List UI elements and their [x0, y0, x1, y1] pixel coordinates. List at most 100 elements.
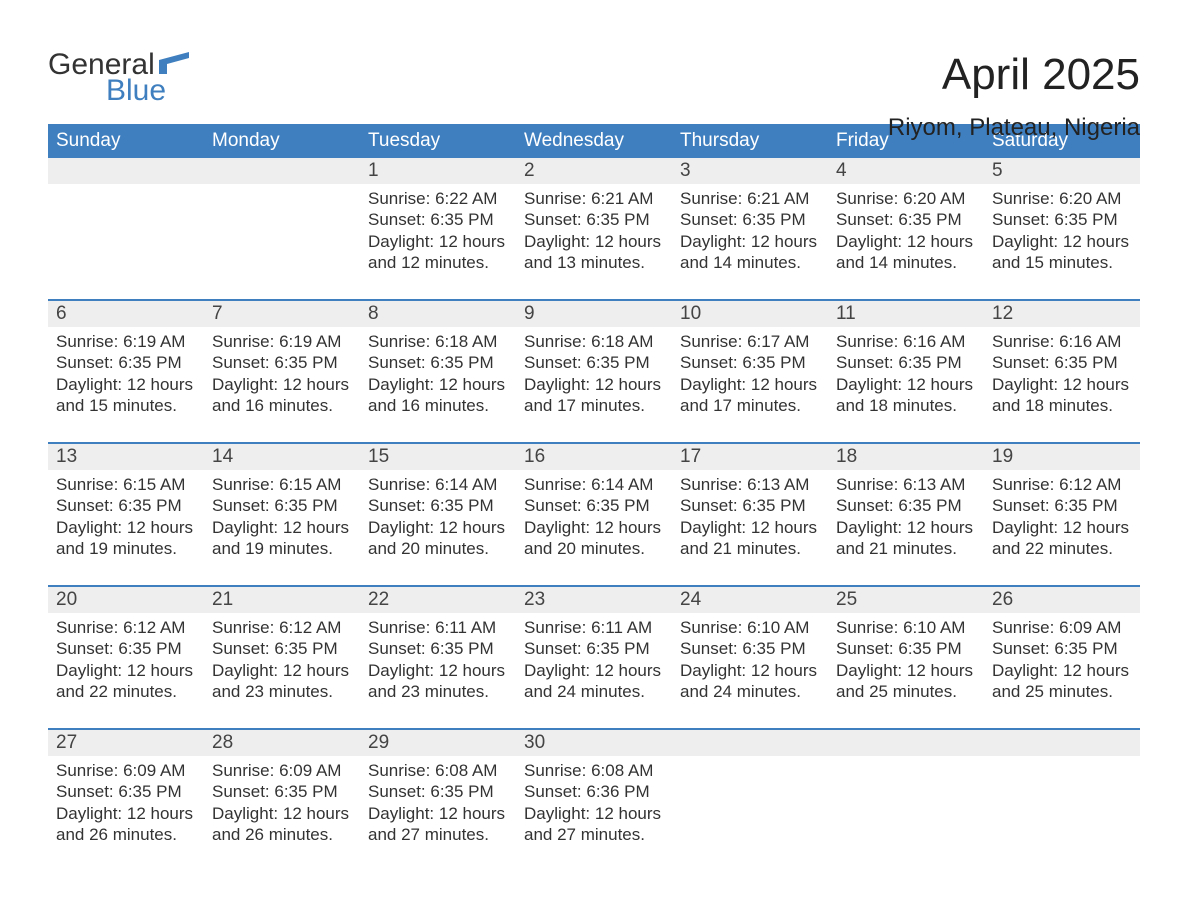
sunset-line: Sunset: 6:35 PM	[992, 495, 1132, 516]
page-title: April 2025	[888, 50, 1140, 100]
day-number-cell: 17	[672, 443, 828, 470]
daylight-line: Daylight: 12 hours and 26 minutes.	[212, 803, 352, 846]
day-body-cell: Sunrise: 6:09 AMSunset: 6:35 PMDaylight:…	[48, 756, 204, 866]
day-number-cell: 24	[672, 586, 828, 613]
daylight-line: Daylight: 12 hours and 16 minutes.	[212, 374, 352, 417]
sunrise-line: Sunrise: 6:12 AM	[992, 474, 1132, 495]
sunrise-line: Sunrise: 6:11 AM	[368, 617, 508, 638]
sunrise-line: Sunrise: 6:21 AM	[680, 188, 820, 209]
day-body-cell: Sunrise: 6:18 AMSunset: 6:35 PMDaylight:…	[516, 327, 672, 443]
sunrise-line: Sunrise: 6:19 AM	[212, 331, 352, 352]
day-body-cell: Sunrise: 6:12 AMSunset: 6:35 PMDaylight:…	[48, 613, 204, 729]
day-body-row: Sunrise: 6:22 AMSunset: 6:35 PMDaylight:…	[48, 184, 1140, 300]
day-body-cell: Sunrise: 6:13 AMSunset: 6:35 PMDaylight:…	[828, 470, 984, 586]
daylight-line: Daylight: 12 hours and 27 minutes.	[524, 803, 664, 846]
day-number-cell: 5	[984, 158, 1140, 184]
sunrise-line: Sunrise: 6:11 AM	[524, 617, 664, 638]
sunset-line: Sunset: 6:35 PM	[368, 638, 508, 659]
daylight-line: Daylight: 12 hours and 21 minutes.	[836, 517, 976, 560]
sunset-line: Sunset: 6:35 PM	[56, 495, 196, 516]
sunset-line: Sunset: 6:35 PM	[368, 209, 508, 230]
day-number-cell: 23	[516, 586, 672, 613]
daylight-line: Daylight: 12 hours and 25 minutes.	[992, 660, 1132, 703]
day-body-cell: Sunrise: 6:20 AMSunset: 6:35 PMDaylight:…	[828, 184, 984, 300]
daylight-line: Daylight: 12 hours and 27 minutes.	[368, 803, 508, 846]
sunset-line: Sunset: 6:35 PM	[680, 495, 820, 516]
sunrise-line: Sunrise: 6:21 AM	[524, 188, 664, 209]
day-number-cell: 21	[204, 586, 360, 613]
sunset-line: Sunset: 6:35 PM	[992, 209, 1132, 230]
daylight-line: Daylight: 12 hours and 14 minutes.	[680, 231, 820, 274]
daylight-line: Daylight: 12 hours and 15 minutes.	[56, 374, 196, 417]
sunset-line: Sunset: 6:35 PM	[212, 638, 352, 659]
day-body-cell	[204, 184, 360, 300]
day-number-cell	[828, 729, 984, 756]
daylight-line: Daylight: 12 hours and 13 minutes.	[524, 231, 664, 274]
day-number-cell: 22	[360, 586, 516, 613]
daylight-line: Daylight: 12 hours and 22 minutes.	[56, 660, 196, 703]
daylight-line: Daylight: 12 hours and 26 minutes.	[56, 803, 196, 846]
sunrise-line: Sunrise: 6:16 AM	[992, 331, 1132, 352]
day-number-cell: 11	[828, 300, 984, 327]
sunset-line: Sunset: 6:35 PM	[56, 781, 196, 802]
sunset-line: Sunset: 6:35 PM	[836, 495, 976, 516]
day-body-cell: Sunrise: 6:17 AMSunset: 6:35 PMDaylight:…	[672, 327, 828, 443]
calendar-table: SundayMondayTuesdayWednesdayThursdayFrid…	[48, 124, 1140, 866]
daylight-line: Daylight: 12 hours and 19 minutes.	[56, 517, 196, 560]
day-number-cell: 15	[360, 443, 516, 470]
day-body-cell: Sunrise: 6:11 AMSunset: 6:35 PMDaylight:…	[360, 613, 516, 729]
sunset-line: Sunset: 6:35 PM	[368, 781, 508, 802]
daylight-line: Daylight: 12 hours and 24 minutes.	[680, 660, 820, 703]
daylight-line: Daylight: 12 hours and 24 minutes.	[524, 660, 664, 703]
daynum-row: 27282930	[48, 729, 1140, 756]
weekday-header: Sunday	[48, 124, 204, 158]
day-body-cell: Sunrise: 6:15 AMSunset: 6:35 PMDaylight:…	[48, 470, 204, 586]
sunrise-line: Sunrise: 6:19 AM	[56, 331, 196, 352]
sunset-line: Sunset: 6:35 PM	[524, 352, 664, 373]
day-body-cell	[672, 756, 828, 866]
sunrise-line: Sunrise: 6:16 AM	[836, 331, 976, 352]
day-number-cell: 27	[48, 729, 204, 756]
day-number-cell: 9	[516, 300, 672, 327]
daylight-line: Daylight: 12 hours and 18 minutes.	[836, 374, 976, 417]
day-body-cell: Sunrise: 6:08 AMSunset: 6:36 PMDaylight:…	[516, 756, 672, 866]
sunset-line: Sunset: 6:35 PM	[524, 638, 664, 659]
day-body-cell: Sunrise: 6:13 AMSunset: 6:35 PMDaylight:…	[672, 470, 828, 586]
day-body-cell: Sunrise: 6:22 AMSunset: 6:35 PMDaylight:…	[360, 184, 516, 300]
day-body-cell: Sunrise: 6:11 AMSunset: 6:35 PMDaylight:…	[516, 613, 672, 729]
sunset-line: Sunset: 6:35 PM	[992, 352, 1132, 373]
sunrise-line: Sunrise: 6:20 AM	[836, 188, 976, 209]
day-body-cell: Sunrise: 6:21 AMSunset: 6:35 PMDaylight:…	[516, 184, 672, 300]
day-number-cell: 3	[672, 158, 828, 184]
day-body-row: Sunrise: 6:09 AMSunset: 6:35 PMDaylight:…	[48, 756, 1140, 866]
day-body-cell: Sunrise: 6:15 AMSunset: 6:35 PMDaylight:…	[204, 470, 360, 586]
weekday-header: Wednesday	[516, 124, 672, 158]
daylight-line: Daylight: 12 hours and 20 minutes.	[524, 517, 664, 560]
sunrise-line: Sunrise: 6:09 AM	[56, 760, 196, 781]
day-body-cell: Sunrise: 6:21 AMSunset: 6:35 PMDaylight:…	[672, 184, 828, 300]
sunset-line: Sunset: 6:35 PM	[680, 209, 820, 230]
daylight-line: Daylight: 12 hours and 19 minutes.	[212, 517, 352, 560]
logo-word2: Blue	[106, 76, 189, 106]
header: General Blue April 2025 Riyom, Plateau, …	[48, 50, 1140, 106]
sunset-line: Sunset: 6:35 PM	[680, 638, 820, 659]
weekday-header: Monday	[204, 124, 360, 158]
day-number-cell: 6	[48, 300, 204, 327]
daynum-row: 6789101112	[48, 300, 1140, 327]
sunrise-line: Sunrise: 6:22 AM	[368, 188, 508, 209]
day-number-cell: 19	[984, 443, 1140, 470]
day-body-cell: Sunrise: 6:18 AMSunset: 6:35 PMDaylight:…	[360, 327, 516, 443]
day-number-cell: 18	[828, 443, 984, 470]
day-number-cell	[672, 729, 828, 756]
daylight-line: Daylight: 12 hours and 20 minutes.	[368, 517, 508, 560]
daynum-row: 12345	[48, 158, 1140, 184]
daylight-line: Daylight: 12 hours and 23 minutes.	[212, 660, 352, 703]
sunrise-line: Sunrise: 6:14 AM	[368, 474, 508, 495]
sunrise-line: Sunrise: 6:12 AM	[56, 617, 196, 638]
day-body-cell: Sunrise: 6:10 AMSunset: 6:35 PMDaylight:…	[672, 613, 828, 729]
daylight-line: Daylight: 12 hours and 25 minutes.	[836, 660, 976, 703]
daylight-line: Daylight: 12 hours and 16 minutes.	[368, 374, 508, 417]
day-number-cell: 14	[204, 443, 360, 470]
day-body-cell: Sunrise: 6:14 AMSunset: 6:35 PMDaylight:…	[360, 470, 516, 586]
sunrise-line: Sunrise: 6:12 AM	[212, 617, 352, 638]
